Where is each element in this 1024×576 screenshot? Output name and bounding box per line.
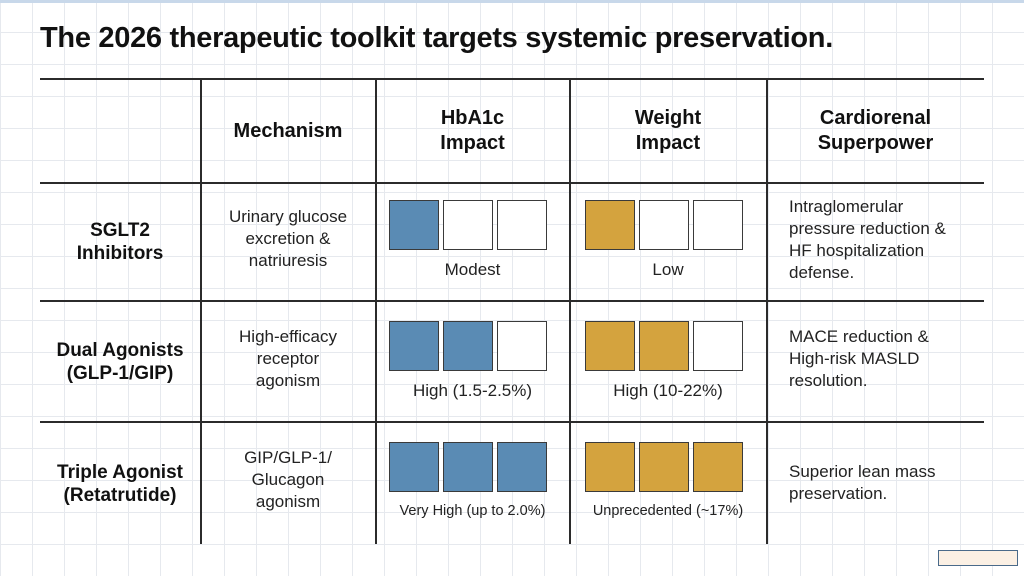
table-rule-row-1 xyxy=(40,300,984,302)
hba1c-meter-box-empty xyxy=(443,200,493,250)
header-mechanism-label: Mechanism xyxy=(233,119,343,142)
hba1c-meter-box-empty xyxy=(497,200,547,250)
row-dual-agonists-cardiorenal: MACE reduction & High-risk MASLD resolut… xyxy=(767,302,984,421)
row-sglt2-hba1c-label: Modest xyxy=(444,260,501,279)
hba1c-meter-box-filled xyxy=(389,200,439,250)
row-sglt2-cardiorenal: Intraglomerular pressure reduction & HF … xyxy=(767,184,984,300)
header-weight-label: Weight Impact xyxy=(634,107,702,154)
weight-meter-box-filled xyxy=(585,200,635,250)
top-accent-line xyxy=(0,0,1024,3)
table-divider-4 xyxy=(766,78,768,544)
row-triple-agonist-weight-meter xyxy=(585,442,743,492)
drug-class-label: Triple Agonist (Retatrutide) xyxy=(57,461,183,506)
drug-class-label: Dual Agonists (GLP-1/GIP) xyxy=(56,339,184,384)
row-triple-agonist-mechanism: GIP/GLP-1/ Glucagon agonism xyxy=(201,423,375,544)
weight-meter-box-filled xyxy=(639,321,689,371)
weight-meter-box-filled xyxy=(639,442,689,492)
row-dual-agonists-hba1c-meter xyxy=(389,321,547,371)
hba1c-meter-box-filled xyxy=(389,442,439,492)
cardiorenal-text: Intraglomerular pressure reduction & HF … xyxy=(789,197,946,282)
row-sglt2-weight-meter xyxy=(585,200,743,250)
row-triple-agonist-hba1c-meter xyxy=(389,442,547,492)
weight-meter-box-empty xyxy=(693,200,743,250)
row-dual-agonists-hba1c-label: High (1.5-2.5%) xyxy=(412,381,533,400)
table-divider-3 xyxy=(569,78,571,544)
cardiorenal-text: MACE reduction & High-risk MASLD resolut… xyxy=(789,327,929,390)
header-weight-impact: Weight Impact xyxy=(570,80,766,182)
row-triple-agonist-hba1c-label: Very High (up to 2.0%) xyxy=(399,503,546,519)
header-cardiorenal: Cardiorenal Superpower xyxy=(767,80,984,182)
table-rule-header xyxy=(40,182,984,184)
row-dual-agonists-weight-label: High (10-22%) xyxy=(613,381,723,400)
mechanism-text: Urinary glucose excretion & natriuresis xyxy=(228,207,348,270)
weight-meter-box-filled xyxy=(585,442,635,492)
cardiorenal-text: Superior lean mass preservation. xyxy=(789,462,936,503)
slide-title: The 2026 therapeutic toolkit targets sys… xyxy=(40,22,833,54)
row-triple-agonist-cardiorenal: Superior lean mass preservation. xyxy=(767,423,984,544)
corner-badge xyxy=(938,550,1018,566)
table-divider-2 xyxy=(375,78,377,544)
header-hba1c-label: HbA1c Impact xyxy=(440,107,505,154)
table-divider-1 xyxy=(200,78,202,544)
mechanism-text: High-efficacy receptor agonism xyxy=(239,327,337,390)
row-dual-agonists-mechanism: High-efficacy receptor agonism xyxy=(201,302,375,421)
row-sglt2-class: SGLT2 Inhibitors xyxy=(40,184,200,300)
weight-meter-box-filled xyxy=(585,321,635,371)
row-sglt2-weight-label: Low xyxy=(652,260,684,279)
hba1c-meter-box-empty xyxy=(497,321,547,371)
weight-meter-box-empty xyxy=(639,200,689,250)
row-dual-agonists-weight-meter xyxy=(585,321,743,371)
mechanism-text: GIP/GLP-1/ Glucagon agonism xyxy=(244,448,332,511)
row-sglt2-hba1c-meter xyxy=(389,200,547,250)
hba1c-meter-box-filled xyxy=(497,442,547,492)
row-triple-agonist-weight-label: Unprecedented (~17%) xyxy=(592,503,744,519)
table-rule-row-2 xyxy=(40,421,984,423)
weight-meter-box-filled xyxy=(693,442,743,492)
drug-class-label: SGLT2 Inhibitors xyxy=(76,220,164,264)
hba1c-meter-box-filled xyxy=(389,321,439,371)
hba1c-meter-box-filled xyxy=(443,321,493,371)
header-hba1c-impact: HbA1c Impact xyxy=(376,80,569,182)
weight-meter-box-empty xyxy=(693,321,743,371)
header-mechanism: Mechanism xyxy=(201,80,375,182)
row-dual-agonists-class: Dual Agonists (GLP-1/GIP) xyxy=(40,302,200,421)
hba1c-meter-box-filled xyxy=(443,442,493,492)
row-sglt2-mechanism: Urinary glucose excretion & natriuresis xyxy=(201,184,375,300)
row-triple-agonist-class: Triple Agonist (Retatrutide) xyxy=(40,423,200,544)
table-rule-top xyxy=(40,78,984,80)
header-cardiorenal-label: Cardiorenal Superpower xyxy=(817,107,934,154)
